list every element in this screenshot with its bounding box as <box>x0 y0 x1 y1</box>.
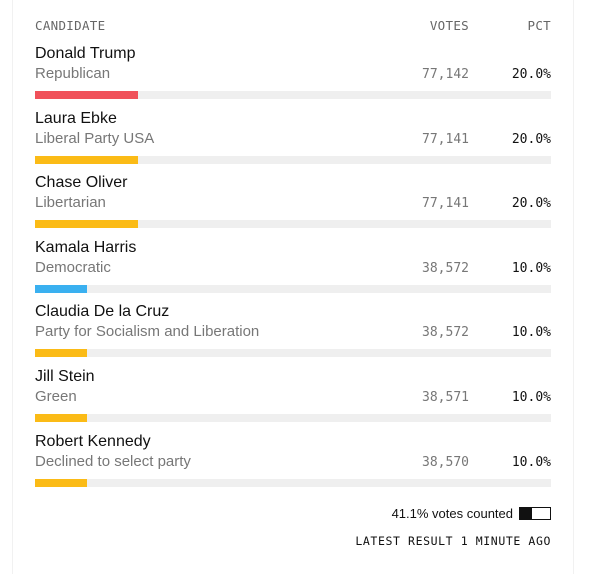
candidate-pct: 10.0% <box>511 260 551 276</box>
candidate-pct: 20.0% <box>511 67 551 82</box>
candidate-row: Robert Kennedy Declined to select party … <box>35 433 551 498</box>
candidate-row: Chase Oliver Libertarian 77,141 20.0% <box>35 174 551 239</box>
candidate-name: Jill Stein <box>35 367 95 385</box>
votes-counted-label: 41.1% votes counted <box>391 506 513 521</box>
candidate-votes: 38,572 <box>422 325 469 341</box>
candidate-pct: 20.0% <box>511 131 551 147</box>
candidate-row: Donald Trump Republican 77,142 20.0% <box>35 45 551 110</box>
vote-share-bar <box>35 349 87 358</box>
candidate-pct: 10.0% <box>511 325 551 341</box>
vote-share-bar <box>35 284 87 293</box>
candidate-name: Claudia De la Cruz <box>35 303 170 321</box>
vote-share-track <box>35 220 551 229</box>
candidate-party: Party for Socialism and Liberation <box>35 323 260 341</box>
header-votes: VOTES <box>429 18 469 33</box>
candidate-votes: 38,570 <box>422 454 469 470</box>
results-table-header: CANDIDATE VOTES PCT <box>35 18 551 36</box>
candidate-row: Jill Stein Green 38,571 10.0% <box>35 368 551 433</box>
vote-share-track <box>35 478 551 487</box>
vote-share-bar <box>35 413 87 422</box>
candidate-party: Declined to select party <box>35 452 191 470</box>
vote-share-bar <box>35 155 139 164</box>
votes-counted-meter-fill <box>520 508 533 519</box>
candidate-party: Green <box>35 387 77 405</box>
header-pct: PCT <box>527 18 551 33</box>
candidate-votes: 77,142 <box>422 67 469 82</box>
candidate-row: Kamala Harris Democratic 38,572 10.0% <box>35 239 551 304</box>
vote-share-bar <box>35 478 87 487</box>
vote-share-track <box>35 284 551 293</box>
candidate-name: Chase Oliver <box>35 174 128 192</box>
results-panel: CANDIDATE VOTES PCT Donald Trump Republi… <box>12 0 574 574</box>
candidate-name: Donald Trump <box>35 45 136 62</box>
vote-share-track <box>35 155 551 164</box>
vote-share-track <box>35 91 551 99</box>
candidate-party: Liberal Party USA <box>35 129 155 147</box>
header-candidate: CANDIDATE <box>35 18 106 33</box>
vote-share-track <box>35 413 551 422</box>
candidate-pct: 10.0% <box>511 454 551 470</box>
candidate-votes: 77,141 <box>422 131 469 147</box>
candidate-votes: 77,141 <box>422 196 469 212</box>
candidate-party: Democratic <box>35 258 111 276</box>
candidate-list: Donald Trump Republican 77,142 20.0% Lau… <box>35 45 551 497</box>
candidate-votes: 38,571 <box>422 389 469 405</box>
candidate-votes: 38,572 <box>422 260 469 276</box>
latest-result-timestamp: LATEST RESULT 1 MINUTE AGO <box>355 534 551 548</box>
candidate-party: Republican <box>35 65 111 82</box>
vote-share-bar <box>35 220 139 229</box>
candidate-pct: 20.0% <box>511 196 551 212</box>
candidate-row: Claudia De la Cruz Party for Socialism a… <box>35 303 551 368</box>
candidate-row: Laura Ebke Liberal Party USA 77,141 20.0… <box>35 110 551 175</box>
vote-share-bar <box>35 91 139 99</box>
votes-counted-meter <box>519 507 551 520</box>
candidate-party: Libertarian <box>35 194 106 212</box>
candidate-pct: 10.0% <box>511 389 551 405</box>
candidate-name: Robert Kennedy <box>35 432 151 450</box>
votes-counted: 41.1% votes counted <box>392 506 551 521</box>
vote-share-track <box>35 349 551 358</box>
candidate-name: Kamala Harris <box>35 238 137 256</box>
candidate-name: Laura Ebke <box>35 109 117 127</box>
